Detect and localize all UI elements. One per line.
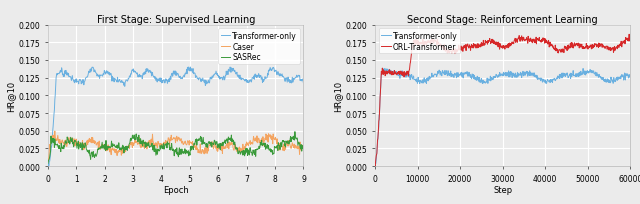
SASRec [215, 145, 223, 147]
ORL-Transformer [371, 165, 379, 167]
SASRec [300, 147, 307, 150]
Transformer-only [300, 82, 307, 85]
Line: ORL-Transformer: ORL-Transformer [375, 35, 630, 166]
ORL-Transformer [591, 44, 599, 46]
Transformer-only [110, 77, 118, 80]
Transformer-only [215, 77, 223, 79]
Caser [195, 151, 203, 154]
Title: Second Stage: Reinforcement Learning: Second Stage: Reinforcement Learning [408, 15, 598, 25]
ORL-Transformer [625, 34, 633, 36]
Transformer-only [565, 76, 573, 78]
Line: SASRec: SASRec [48, 132, 303, 164]
Transformer-only [627, 78, 634, 80]
Transformer-only [237, 77, 244, 80]
Caser [44, 159, 52, 162]
ORL-Transformer [527, 39, 534, 42]
SASRec [195, 138, 202, 140]
ORL-Transformer [534, 38, 542, 41]
Caser [300, 144, 307, 146]
SASRec [90, 151, 97, 153]
Transformer-only [185, 66, 193, 69]
Caser [51, 130, 59, 133]
Transformer-only [44, 165, 52, 167]
Caser [110, 149, 118, 151]
SASRec [237, 153, 244, 156]
Transformer-only [381, 68, 388, 70]
SASRec [44, 162, 52, 165]
ORL-Transformer [565, 46, 573, 49]
Transformer-only [534, 78, 542, 80]
SASRec [291, 131, 299, 133]
Transformer-only [160, 79, 168, 82]
X-axis label: Epoch: Epoch [163, 186, 189, 195]
Transformer-only [387, 74, 395, 76]
Line: Transformer-only: Transformer-only [375, 69, 630, 166]
Caser [160, 141, 168, 144]
Line: Transformer-only: Transformer-only [48, 68, 303, 166]
Transformer-only [527, 74, 534, 77]
Y-axis label: HR@10: HR@10 [333, 80, 342, 111]
Title: First Stage: Supervised Learning: First Stage: Supervised Learning [97, 15, 255, 25]
ORL-Transformer [520, 37, 527, 39]
Line: Caser: Caser [48, 131, 303, 161]
Caser [90, 140, 97, 143]
Legend: Transformer-only, ORL-Transformer: Transformer-only, ORL-Transformer [379, 29, 460, 54]
ORL-Transformer [627, 39, 634, 41]
Legend: Transformer-only, Caser, SASRec: Transformer-only, Caser, SASRec [218, 29, 300, 64]
SASRec [110, 145, 118, 147]
SASRec [160, 143, 168, 145]
Transformer-only [371, 165, 379, 167]
X-axis label: Step: Step [493, 186, 512, 195]
Caser [237, 147, 244, 150]
ORL-Transformer [371, 165, 379, 167]
ORL-Transformer [387, 70, 395, 73]
Transformer-only [591, 72, 599, 74]
Transformer-only [520, 72, 527, 75]
Caser [215, 147, 223, 150]
Transformer-only [195, 78, 203, 80]
Y-axis label: HR@10: HR@10 [6, 80, 16, 111]
Transformer-only [90, 67, 97, 69]
